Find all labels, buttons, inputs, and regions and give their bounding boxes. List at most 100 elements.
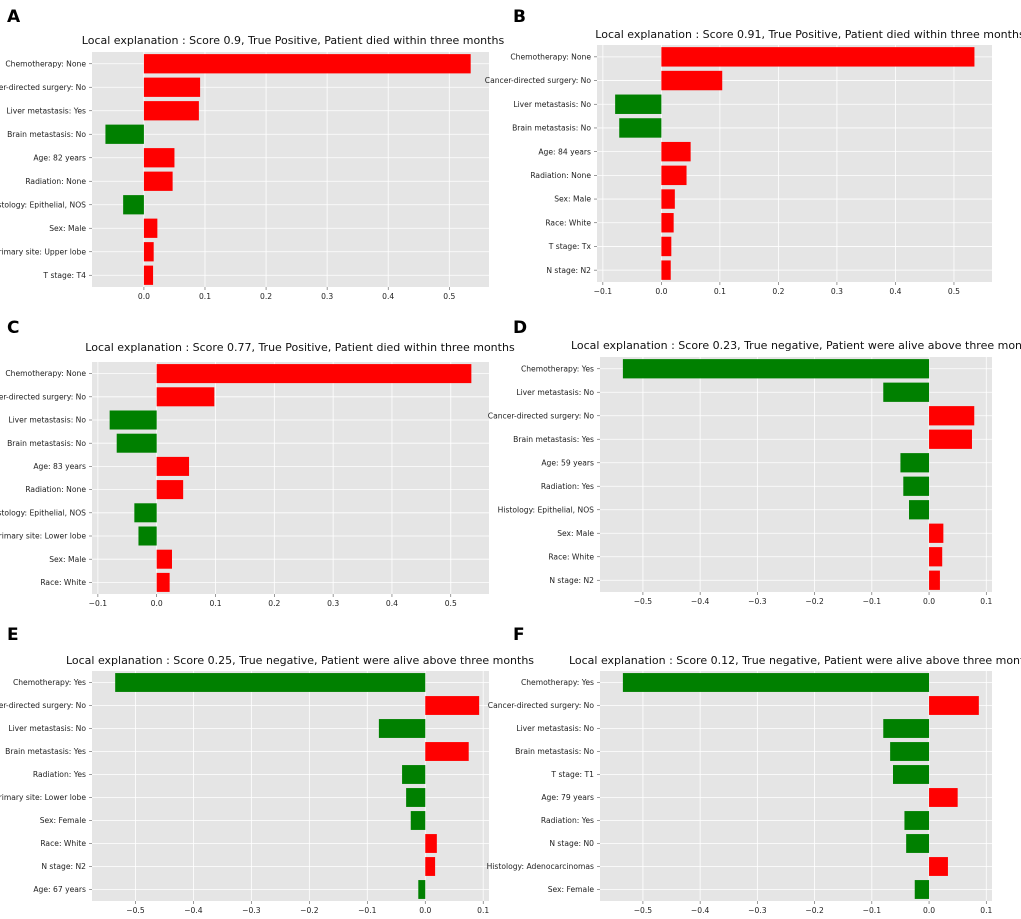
x-tick-label: −0.4 <box>691 597 710 606</box>
y-tick-label: Chemotherapy: None <box>5 369 86 378</box>
bar-6 <box>661 165 687 186</box>
y-tick-label: Histology: Epithelial, NOS <box>0 200 86 209</box>
chart-panel-e: Chemotherapy: Yes Cancer-directed surgery… <box>0 625 534 915</box>
y-tick-label: Primary site: Lower lobe <box>0 793 86 802</box>
x-tick-label: −0.3 <box>242 906 261 915</box>
y-tick-label: Cancer-directed surgery: No <box>0 83 86 92</box>
x-tick-label: 0.2 <box>268 599 280 608</box>
x-tick-label: 0.1 <box>477 906 489 915</box>
y-tick-label: Age: 59 years <box>541 458 594 467</box>
y-tick-label: N stage: N2 <box>549 576 594 585</box>
bar-9 <box>929 547 943 567</box>
y-tick-label: Age: 83 years <box>33 462 86 471</box>
y-tick-label: Primary site: Upper lobe <box>0 247 86 256</box>
x-tick-label: 0.5 <box>948 287 960 296</box>
y-tick-label: Age: 84 years <box>538 147 591 156</box>
x-tick-label: 0.4 <box>889 287 901 296</box>
y-tick-label: N stage: N2 <box>546 266 591 275</box>
bar-10 <box>418 880 426 899</box>
y-tick-label: Race: White <box>545 218 591 227</box>
y-tick-label: Radiation: None <box>530 171 591 180</box>
y-tick-label: Sex: Male <box>49 224 86 233</box>
x-tick-label: 0.0 <box>655 287 667 296</box>
panel-label: D <box>513 318 527 338</box>
x-tick-label: −0.2 <box>805 906 824 915</box>
bar-4 <box>890 742 930 761</box>
y-tick-label: T stage: T4 <box>42 271 86 280</box>
y-tick-label: Chemotherapy: Yes <box>13 678 86 687</box>
y-tick-label: Sex: Male <box>49 555 86 564</box>
y-tick-label: Cancer-directed surgery: No <box>0 701 86 710</box>
bar-3 <box>143 101 199 121</box>
y-tick-label: Brain metastasis: No <box>7 439 86 448</box>
x-tick-label: 0.1 <box>980 906 992 915</box>
bar-5 <box>900 453 930 473</box>
y-tick-label: Chemotherapy: Yes <box>521 678 594 687</box>
y-tick-label: Radiation: Yes <box>33 770 86 779</box>
y-tick-label: Age: 67 years <box>33 885 86 894</box>
x-tick-label: 0.1 <box>209 599 221 608</box>
x-tick-label: −0.1 <box>358 906 377 915</box>
bar-9 <box>661 236 672 257</box>
bar-1 <box>622 673 930 692</box>
bar-10 <box>929 570 940 590</box>
bar-4 <box>116 433 157 453</box>
bar-6 <box>406 788 426 807</box>
chart-panel-f: Chemotherapy: Yes Cancer-directed surgery… <box>487 625 1021 915</box>
bar-6 <box>903 476 930 496</box>
bar-7 <box>904 811 930 830</box>
bar-5 <box>143 148 175 168</box>
x-tick-label: −0.3 <box>748 906 767 915</box>
bar-3 <box>615 94 662 114</box>
bar-7 <box>134 503 157 523</box>
panel-label: F <box>513 625 525 645</box>
x-tick-label: 0.3 <box>327 599 339 608</box>
bar-9 <box>929 857 948 876</box>
y-tick-label: Cancer-directed surgery: No <box>485 76 592 85</box>
x-tick-label: −0.4 <box>184 906 203 915</box>
panel-label: E <box>7 625 19 645</box>
x-tick-label: 0.5 <box>443 292 455 301</box>
x-tick-label: 0.1 <box>199 292 211 301</box>
y-tick-label: Race: White <box>548 552 594 561</box>
x-tick-label: 0.3 <box>831 287 843 296</box>
y-tick-label: Primary site: Lower lobe <box>0 532 86 541</box>
bar-4 <box>425 742 469 761</box>
chart-panel-b: Chemotherapy: None Cancer-directed surger… <box>485 7 1021 296</box>
bar-8 <box>906 834 930 853</box>
y-tick-label: Histology: Epithelial, NOS <box>0 508 86 517</box>
y-tick-label: Brain metastasis: No <box>515 747 594 756</box>
bar-3 <box>109 410 157 430</box>
chart-title: Local explanation : Score 0.91, True Pos… <box>595 28 1021 41</box>
bar-7 <box>123 195 144 215</box>
bar-8 <box>138 526 157 546</box>
chart-title: Local explanation : Score 0.23, True neg… <box>571 339 1021 352</box>
y-tick-label: Cancer-directed surgery: No <box>0 392 86 401</box>
bar-1 <box>143 54 471 74</box>
bar-1 <box>622 359 930 379</box>
y-tick-label: Radiation: None <box>25 177 86 186</box>
bar-3 <box>929 406 975 426</box>
bar-4 <box>105 124 144 144</box>
x-tick-label: −0.1 <box>863 597 882 606</box>
x-tick-label: 0.0 <box>923 906 935 915</box>
bar-7 <box>410 811 426 830</box>
chart-title: Local explanation : Score 0.77, True Pos… <box>85 341 515 354</box>
bar-2 <box>929 696 979 715</box>
x-tick-label: 0.0 <box>138 292 150 301</box>
y-tick-label: T stage: Tx <box>548 242 592 251</box>
y-tick-label: Sex: Male <box>554 195 591 204</box>
bar-4 <box>929 429 972 449</box>
y-tick-label: Cancer-directed surgery: No <box>488 701 595 710</box>
chart-title: Local explanation : Score 0.12, True neg… <box>569 654 1021 667</box>
y-tick-label: Liver metastasis: No <box>8 724 86 733</box>
x-tick-label: 0.4 <box>386 599 398 608</box>
y-tick-label: Radiation: None <box>25 485 86 494</box>
bar-1 <box>661 47 975 67</box>
y-tick-label: Brain metastasis: Yes <box>513 435 594 444</box>
bar-4 <box>619 118 662 138</box>
x-tick-label: −0.1 <box>863 906 882 915</box>
bar-7 <box>661 189 675 209</box>
chart-panel-a: Chemotherapy: None Cancer-directed surger… <box>0 7 504 301</box>
bar-8 <box>929 523 944 543</box>
